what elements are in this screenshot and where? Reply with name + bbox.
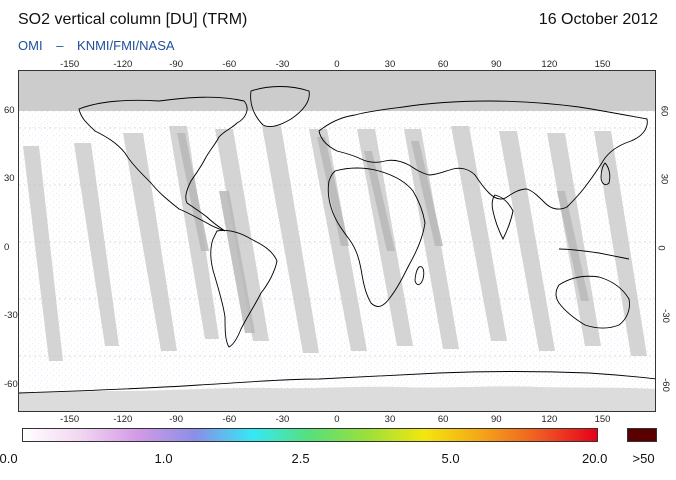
north-no-data-region: [19, 71, 655, 111]
lon-tick-label-bottom: 90: [491, 414, 502, 425]
lon-tick-label-top: -30: [275, 59, 290, 70]
lon-tick-label-bottom: 150: [594, 414, 611, 425]
antarctica-coast: [19, 371, 655, 394]
japan-coast: [600, 162, 611, 186]
colorbar-tick-label: 1.0: [154, 451, 173, 466]
data-credit: OMI – KNMI/FMI/NASA: [18, 38, 175, 53]
south-america-coast: [210, 230, 278, 348]
lat-tick-label-right: -30: [659, 309, 671, 324]
colorbar-tick-label: >50: [632, 451, 655, 466]
north-america-coast: [78, 96, 248, 232]
lon-tick-label-top: 30: [384, 59, 396, 70]
credit-dash: –: [56, 38, 64, 53]
credit-agencies: KNMI/FMI/NASA: [77, 38, 175, 53]
madagascar-coast: [414, 266, 425, 286]
lon-tick-label-bottom: 30: [384, 414, 396, 425]
south-no-data-region: [19, 386, 655, 411]
map-date: 16 October 2012: [538, 11, 658, 28]
eurasia-coast: [318, 100, 648, 210]
colorbar-overflow-swatch: [627, 428, 657, 442]
colorbar-tick-label: 5.0: [441, 451, 460, 466]
lat-tick-label-left: 0: [4, 241, 10, 253]
graticule: [19, 127, 655, 357]
coastlines: [19, 86, 655, 394]
lat-tick-label-left: 60: [4, 105, 15, 117]
lon-tick-label-top: 150: [594, 59, 611, 70]
colorbar: [22, 428, 598, 442]
africa-coast: [327, 167, 426, 307]
map-title: SO2 vertical column [DU] (TRM): [18, 11, 248, 28]
colorbar-tick-label: 0.0: [0, 451, 18, 466]
australia-coast: [555, 275, 630, 329]
lon-tick-label-bottom: 0: [334, 414, 340, 425]
orbit-gap-dark-stripes: [177, 133, 589, 333]
lon-tick-label-top: -60: [222, 59, 237, 70]
lat-tick-label-left: 30: [4, 173, 15, 185]
lon-tick-label-bottom: -120: [113, 414, 133, 425]
lon-tick-label-bottom: 60: [437, 414, 449, 425]
lat-tick-label-left: -30: [4, 310, 18, 322]
orbit-gap-stripes: [23, 126, 647, 361]
lon-tick-label-top: 60: [437, 59, 449, 70]
lon-tick-label-top: 90: [491, 59, 502, 70]
lat-tick-label-right: 60: [658, 105, 670, 117]
lat-tick-label-right: -60: [659, 377, 671, 392]
lat-tick-label-right: 30: [658, 174, 670, 185]
lon-tick-label-bottom: 120: [541, 414, 558, 425]
lon-tick-label-bottom: -30: [275, 414, 290, 425]
lon-tick-label-top: -120: [113, 59, 133, 70]
so2-map: [18, 70, 656, 412]
lon-tick-label-bottom: -60: [222, 414, 237, 425]
colorbar-tick-label: 20.0: [582, 451, 608, 466]
lon-tick-label-top: 120: [541, 59, 558, 70]
map-canvas: [19, 71, 655, 411]
lat-tick-label-left: -60: [4, 378, 18, 390]
colorbar-tick-label: 2.5: [291, 451, 310, 466]
india-coast: [491, 194, 514, 241]
greenland-coast: [250, 86, 310, 128]
credit-instrument: OMI: [18, 38, 43, 53]
lon-tick-label-top: 0: [334, 59, 340, 70]
lon-tick-label-bottom: -150: [60, 414, 80, 425]
indonesia-coast: [558, 248, 630, 260]
lon-tick-label-bottom: -90: [169, 414, 183, 425]
lat-tick-label-right: 0: [655, 245, 667, 251]
lon-tick-label-top: -90: [169, 59, 183, 70]
lon-tick-label-top: -150: [60, 59, 80, 70]
